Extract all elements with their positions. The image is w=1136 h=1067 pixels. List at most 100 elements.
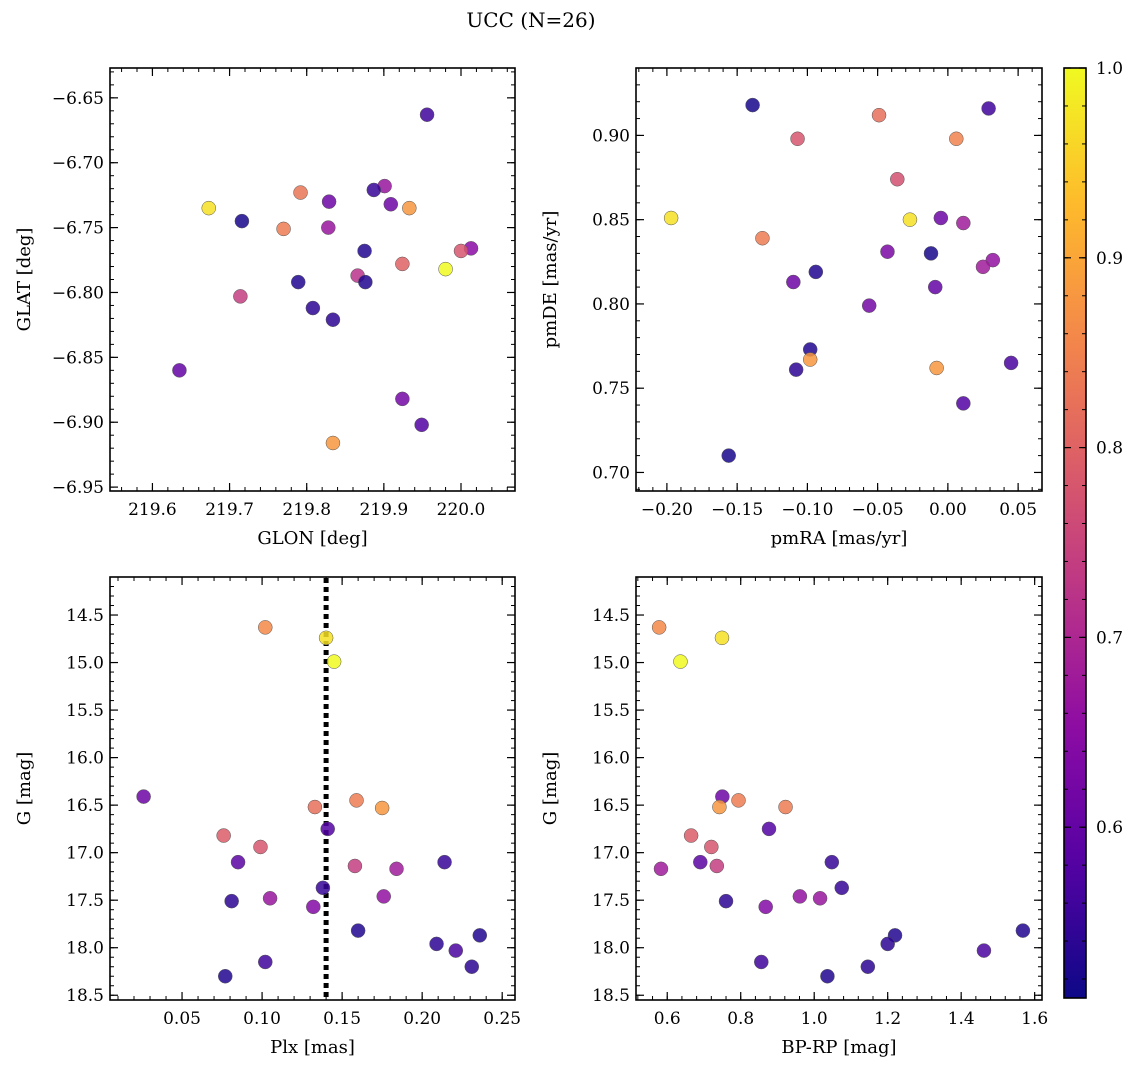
panels: 219.6 219.7 219.8 219.9 220.0 −6.95 −6.90 −6.85… bbox=[14, 67, 1048, 1058]
scatter-point bbox=[860, 959, 876, 974]
scatter-point bbox=[448, 943, 464, 958]
scatter-point bbox=[230, 854, 246, 870]
scatter-point bbox=[721, 448, 736, 463]
scatter-point bbox=[790, 131, 805, 147]
y-tick-label: 18.5 bbox=[592, 986, 630, 1006]
panel-3: 0.05 0.10 0.15 0.20 0.25 14.5 15.0 15.5 16.0 16.5… bbox=[14, 576, 521, 1058]
scatter-point bbox=[761, 821, 777, 837]
scatter-point bbox=[704, 839, 719, 855]
scatter-point bbox=[927, 279, 943, 295]
y-tick-label: 0.75 bbox=[592, 379, 630, 399]
y-tick-label: −6.85 bbox=[52, 348, 104, 368]
scatter-point bbox=[318, 630, 334, 646]
x-tick-label: 1.0 bbox=[801, 1009, 828, 1029]
x-tick-label: 0.20 bbox=[403, 1009, 441, 1029]
y-tick-label: 18.5 bbox=[66, 986, 104, 1006]
x-tick-label: −0.10 bbox=[781, 500, 833, 520]
scatter-point bbox=[136, 789, 151, 804]
scatter-point bbox=[861, 298, 877, 313]
scatter-point bbox=[949, 131, 964, 147]
y-tick-label: 18.0 bbox=[592, 939, 630, 959]
colorbar: 0.6 0.7 0.8 0.9 1.0 bbox=[1063, 59, 1123, 999]
scatter-point bbox=[276, 221, 291, 237]
panel-2: −0.20 −0.15 −0.10 −0.05 0.00 0.05 0.70 0.75 0.80… bbox=[540, 67, 1043, 549]
x-axis-label: GLON [deg] bbox=[257, 528, 367, 549]
scatter-point bbox=[923, 246, 939, 261]
scatter-point bbox=[778, 799, 793, 815]
scatter-point bbox=[651, 620, 667, 635]
colorbar-gradient bbox=[1063, 67, 1087, 999]
y-tick-label: −6.90 bbox=[52, 413, 104, 433]
scatter-point bbox=[306, 899, 321, 915]
x-tick-label: 1.2 bbox=[874, 1009, 901, 1029]
x-tick-label: −0.05 bbox=[852, 500, 904, 520]
scatter-point bbox=[320, 821, 335, 837]
scatter-point bbox=[218, 968, 233, 984]
x-tick-label: 0.10 bbox=[243, 1009, 281, 1029]
scatter-point bbox=[929, 360, 944, 376]
scatter-point bbox=[975, 259, 991, 275]
y-tick-label: 14.5 bbox=[66, 606, 104, 626]
x-tick-label: 0.15 bbox=[323, 1009, 361, 1029]
y-tick-label: −6.80 bbox=[52, 283, 104, 303]
y-axis-label: G [mag] bbox=[14, 752, 35, 825]
x-tick-label: −0.15 bbox=[711, 500, 763, 520]
scatter-point bbox=[349, 793, 364, 808]
scatter-point bbox=[366, 182, 382, 198]
scatter-point bbox=[347, 858, 363, 874]
scatter-point bbox=[653, 861, 669, 877]
y-tick-label: −6.65 bbox=[52, 89, 104, 109]
panel-1: 219.6 219.7 219.8 219.9 220.0 −6.95 −6.90 −6.85… bbox=[14, 67, 516, 549]
scatter-point bbox=[693, 854, 708, 870]
figure-title: UCC (N=26) bbox=[466, 8, 595, 32]
scatter-point bbox=[976, 943, 992, 958]
y-axis-label: GLAT [deg] bbox=[14, 228, 35, 332]
scatter-point bbox=[321, 194, 337, 209]
scatter-point bbox=[472, 928, 488, 943]
scatter-point bbox=[1003, 355, 1019, 371]
scatter-point bbox=[1015, 923, 1031, 938]
scatter-point bbox=[880, 244, 895, 259]
scatter-point bbox=[755, 230, 770, 246]
scatter-point bbox=[293, 185, 308, 200]
y-tick-label: −6.70 bbox=[52, 154, 104, 174]
scatter-point bbox=[712, 799, 727, 815]
scatter-point bbox=[663, 210, 679, 226]
scatter-points bbox=[651, 620, 1031, 984]
x-tick-label: 219.7 bbox=[205, 500, 254, 520]
scatter-point bbox=[808, 264, 824, 280]
x-tick-label: 219.9 bbox=[360, 500, 409, 520]
x-tick-label: 1.4 bbox=[948, 1009, 975, 1029]
scatter-point bbox=[383, 196, 399, 212]
y-tick-label: 16.5 bbox=[66, 796, 104, 816]
scatter-point bbox=[429, 936, 444, 952]
scatter-point bbox=[389, 861, 404, 877]
y-tick-label: 15.5 bbox=[66, 701, 104, 721]
scatter-point bbox=[325, 435, 341, 451]
scatter-point bbox=[683, 828, 699, 843]
x-tick-label: 219.8 bbox=[282, 500, 331, 520]
colorbar-tick-label: 1.0 bbox=[1096, 59, 1123, 79]
scatter-point bbox=[956, 215, 971, 231]
scatter-point bbox=[438, 261, 453, 277]
y-tick-label: 15.0 bbox=[592, 654, 630, 674]
scatter-point bbox=[880, 936, 895, 952]
y-tick-label: 17.5 bbox=[66, 891, 104, 911]
y-tick-label: 16.0 bbox=[592, 749, 630, 769]
scatter-point bbox=[216, 828, 231, 843]
y-tick-label: 0.90 bbox=[592, 126, 630, 146]
scatter-point bbox=[307, 799, 323, 815]
scatter-point bbox=[374, 800, 390, 816]
scatter-point bbox=[321, 220, 336, 235]
scatter-point bbox=[395, 256, 410, 272]
scatter-point bbox=[419, 107, 435, 122]
scatter-point bbox=[714, 630, 730, 646]
scatter-point bbox=[709, 858, 725, 874]
scatter-points bbox=[172, 107, 479, 451]
scatter-point bbox=[315, 880, 331, 896]
x-axis-label: Plx [mas] bbox=[270, 1037, 355, 1058]
y-tick-label: 0.80 bbox=[592, 295, 630, 315]
y-tick-label: 17.0 bbox=[66, 844, 104, 864]
scatter-point bbox=[414, 417, 429, 433]
